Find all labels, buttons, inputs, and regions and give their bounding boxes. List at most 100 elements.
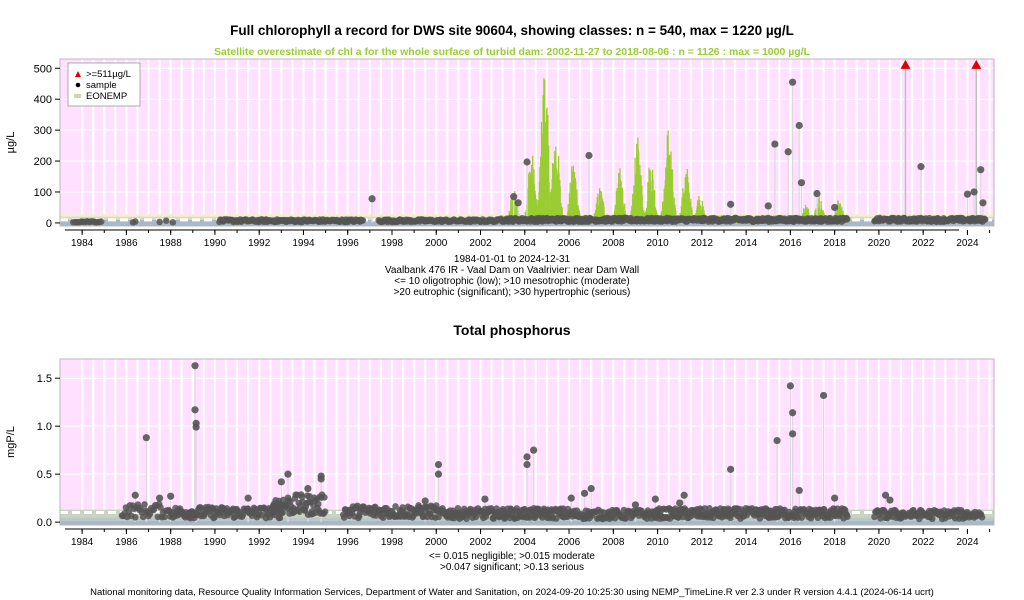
sample-point xyxy=(131,218,139,225)
sample-point xyxy=(156,218,163,226)
sample-point xyxy=(139,513,147,521)
phosphorus-chart-title: Total phosphorus xyxy=(453,322,571,338)
satellite-subtitle: Satellite overestimate of chl a for the … xyxy=(213,46,811,58)
sample-point xyxy=(191,362,199,370)
x-tick-label: 2018 xyxy=(824,537,847,548)
x-tick-label: 2024 xyxy=(956,238,979,249)
sample-point xyxy=(977,166,985,174)
sample-point xyxy=(523,453,531,461)
x-tick-label: 1998 xyxy=(381,537,404,548)
sample-point xyxy=(530,446,538,454)
sample-point xyxy=(844,513,851,521)
x-tick-label: 2010 xyxy=(646,238,669,249)
sample-point xyxy=(797,179,806,187)
sample-point xyxy=(279,509,286,516)
sample-point xyxy=(587,484,595,493)
sample-point xyxy=(97,218,105,225)
x-tick-label: 2020 xyxy=(868,238,891,249)
sample-point xyxy=(978,514,986,521)
x-tick-label: 2018 xyxy=(824,238,847,249)
class-caption-2: >20 eutrophic (significant); >30 hypertr… xyxy=(393,287,631,298)
x-tick-label: 2014 xyxy=(735,537,758,548)
x-tick-label: 2006 xyxy=(558,537,581,548)
sample-point xyxy=(788,78,797,86)
x-tick-label: 1990 xyxy=(204,238,227,249)
x-tick-label: 2000 xyxy=(425,537,448,548)
x-tick-label: 2006 xyxy=(558,238,581,249)
x-tick-label: 1990 xyxy=(204,537,227,548)
sample-point xyxy=(877,515,884,522)
legend-eonemp-label: EONEMP xyxy=(86,91,127,102)
sample-point xyxy=(631,501,640,509)
x-tick-label: 2008 xyxy=(602,537,625,548)
sample-point xyxy=(157,504,164,511)
y-tick-label: 300 xyxy=(34,125,52,137)
y-tick-label: 500 xyxy=(34,63,52,75)
sample-point xyxy=(881,491,890,499)
chlorophyll-plot: 0 100 200 300 400 500 1984 1986 1988 1990 1992 1994… xyxy=(5,58,995,249)
sample-point xyxy=(244,494,252,502)
y-tick-label: 1.0 xyxy=(37,421,52,433)
x-tick-label: 2002 xyxy=(469,537,492,548)
sample-point xyxy=(727,465,735,473)
x-tick-label: 1992 xyxy=(248,537,271,548)
y-tick-label: 400 xyxy=(34,94,52,106)
sample-point xyxy=(277,478,285,486)
x-tick-label: 2022 xyxy=(912,238,935,249)
exceed-marker xyxy=(900,59,911,69)
sample-point xyxy=(622,515,630,522)
sample-point xyxy=(359,217,367,224)
sample-point xyxy=(580,489,589,497)
sample-point xyxy=(284,470,292,478)
sample-point xyxy=(131,491,139,499)
sample-point xyxy=(161,513,168,521)
x-tick-label: 2022 xyxy=(912,537,935,548)
sample-point xyxy=(585,151,593,160)
legend-sample-label: sample xyxy=(86,80,117,91)
x-tick-label: 1986 xyxy=(115,537,138,548)
sample-point xyxy=(788,409,797,417)
sample-point xyxy=(813,189,821,198)
x-tick-label: 1996 xyxy=(337,537,360,548)
sample-point xyxy=(651,495,659,503)
sample-point xyxy=(155,494,164,502)
x-tick-label: 2024 xyxy=(956,537,979,548)
x-tick-label: 2020 xyxy=(868,537,891,548)
x-tick-label: 1994 xyxy=(292,537,315,548)
sample-point xyxy=(510,193,518,201)
sample-point xyxy=(192,423,200,431)
phosphorus-plot: 0.0 0.5 1.0 1.5 1984 1986 1988 1990 1992 1994 1996… xyxy=(5,358,995,548)
sample-point xyxy=(917,163,925,171)
plot-frame xyxy=(59,358,995,526)
sample-point xyxy=(795,486,803,495)
sample-point xyxy=(786,382,794,390)
legend-eonemp-marker xyxy=(74,94,81,98)
class-caption-1: <= 10 oligotrophic (low); >10 mesotrophi… xyxy=(394,276,630,287)
y-tick-label: 100 xyxy=(34,187,52,199)
sample-point xyxy=(843,215,851,223)
sample-point xyxy=(771,140,779,148)
sample-point xyxy=(979,199,987,207)
sample-point xyxy=(701,505,709,512)
sample-point xyxy=(963,190,972,198)
x-tick-label: 1992 xyxy=(248,238,271,249)
y-axis-label: mgP/L xyxy=(5,426,17,458)
legend-exceed-label: >=511µg/L xyxy=(86,69,131,80)
sample-point xyxy=(928,515,936,523)
x-tick-label: 1984 xyxy=(71,238,94,249)
sample-point xyxy=(788,430,797,438)
sample-point xyxy=(795,121,803,130)
sample-point xyxy=(831,203,839,212)
x-tick-label: 2016 xyxy=(779,537,802,548)
y-tick-label: 0.5 xyxy=(37,469,52,481)
x-tick-label: 2012 xyxy=(691,238,714,249)
sample-point xyxy=(871,513,878,521)
sample-point xyxy=(764,202,772,210)
sample-point xyxy=(162,217,170,225)
sample-point xyxy=(368,195,376,203)
x-tick-label: 2012 xyxy=(691,537,714,548)
sample-point xyxy=(131,513,139,521)
legend-sample-marker xyxy=(75,82,81,88)
